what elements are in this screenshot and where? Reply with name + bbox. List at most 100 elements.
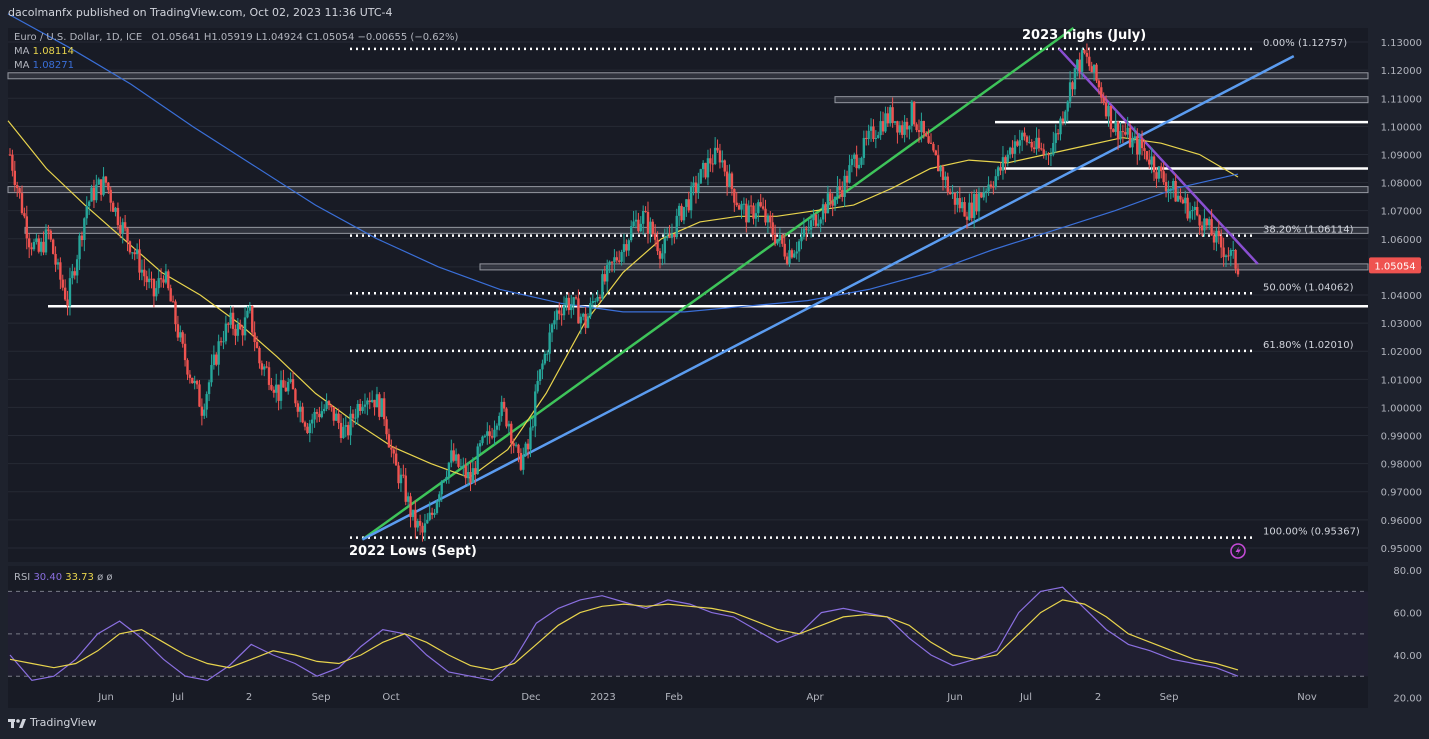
- time-tick-label: Jun: [97, 692, 114, 703]
- candle-body: [1116, 121, 1120, 140]
- candle-body: [481, 436, 484, 444]
- ohlc-values: O1.05641 H1.05919 L1.04924 C1.05054 −0.0…: [151, 32, 459, 43]
- candle-body: [1020, 132, 1024, 141]
- candle-body: [742, 203, 746, 205]
- legend-ma1[interactable]: MA 1.08114: [14, 46, 74, 57]
- candle-body: [694, 182, 698, 193]
- candle-body: [661, 253, 664, 259]
- candle-body: [802, 228, 806, 237]
- candle-body: [1085, 52, 1089, 57]
- candle-body: [265, 366, 268, 368]
- last-price-tag: [1369, 257, 1421, 274]
- last-price-label: 1.05054: [1374, 261, 1415, 272]
- candle-body: [152, 279, 156, 297]
- candle-body: [958, 198, 961, 209]
- candle-body: [766, 215, 770, 223]
- candle-body: [382, 398, 386, 420]
- candle-body: [363, 404, 367, 407]
- candle-body: [346, 425, 350, 436]
- candle-body: [1188, 211, 1192, 219]
- ma2-value: 1.08271: [32, 60, 75, 71]
- legend-rsi[interactable]: RSI 30.40 33.73 ø ø: [14, 572, 113, 583]
- candle-body: [910, 101, 914, 126]
- candle-body: [948, 191, 952, 195]
- candle-body: [320, 411, 323, 418]
- fib-level-label: 61.80% (1.02010): [1263, 340, 1354, 351]
- candle-body: [1174, 181, 1177, 202]
- candle-body: [862, 137, 866, 158]
- tradingview-footer[interactable]: TradingView: [8, 716, 96, 729]
- candle-body: [663, 238, 666, 254]
- candle-body: [512, 443, 515, 446]
- time-tick-label: 2: [246, 692, 252, 703]
- candle-body: [1181, 199, 1185, 204]
- candle-body: [114, 207, 117, 212]
- candle-body: [881, 121, 885, 132]
- legend-ma2[interactable]: MA 1.08271: [14, 60, 74, 71]
- candle-body: [817, 223, 820, 226]
- candle-body: [860, 157, 863, 165]
- candle-body: [872, 126, 875, 139]
- candle-body: [975, 194, 978, 212]
- candle-body: [469, 472, 472, 483]
- candle-body: [618, 260, 621, 262]
- candle-body: [406, 496, 410, 502]
- candle-body: [841, 190, 844, 197]
- candle-body: [687, 199, 690, 211]
- candle-body: [1056, 133, 1060, 135]
- candle-body: [1035, 137, 1038, 150]
- candle-body: [56, 262, 60, 265]
- candle-body: [1193, 206, 1197, 210]
- candle-body: [1215, 230, 1218, 243]
- candle-body: [73, 271, 76, 276]
- candle-body: [358, 403, 362, 411]
- candle-body: [198, 384, 201, 407]
- candle-body: [349, 413, 352, 436]
- candle-body: [1064, 111, 1067, 122]
- candle-body: [1205, 218, 1209, 226]
- rsi-tick-label: 60.00: [1393, 609, 1422, 620]
- rsi-series-line: [9, 599, 1239, 671]
- candle-body: [543, 353, 547, 364]
- candle-body: [236, 323, 240, 336]
- candle-body: [1138, 139, 1141, 155]
- candle-body: [795, 251, 798, 254]
- rsi-pane[interactable]: [8, 566, 1368, 708]
- candle-body: [239, 323, 242, 330]
- candle-body: [32, 241, 36, 250]
- candle-body: [71, 271, 74, 279]
- candle-body: [706, 158, 710, 178]
- candle-body: [507, 423, 511, 427]
- candle-body: [18, 188, 21, 194]
- candle-body: [546, 353, 549, 355]
- candle-body: [361, 406, 364, 411]
- candle-body: [183, 343, 187, 361]
- candle-body: [500, 401, 503, 416]
- candle-body: [814, 214, 818, 226]
- candle-body: [752, 205, 755, 219]
- candle-body: [176, 324, 180, 338]
- candle-body: [253, 332, 256, 343]
- candle-body: [980, 193, 983, 198]
- candle-body: [25, 216, 28, 239]
- candle-body: [138, 249, 141, 273]
- candle-body: [541, 363, 544, 370]
- candle-body: [15, 185, 19, 189]
- candle-body: [934, 150, 937, 156]
- candle-body: [757, 202, 760, 214]
- candle-body: [553, 320, 556, 325]
- symbol-name[interactable]: Euro / U.S. Dollar, 1D, ICE: [14, 32, 143, 43]
- candle-body: [992, 186, 995, 188]
- rsi-tick-label: 40.00: [1393, 651, 1422, 662]
- candle-body: [1198, 215, 1201, 226]
- candle-body: [857, 164, 861, 169]
- candle-body: [773, 234, 777, 244]
- candle-body: [47, 229, 50, 231]
- candle-body: [1059, 118, 1062, 135]
- candle-body: [879, 121, 882, 136]
- candle-body: [270, 384, 273, 390]
- candle-body: [953, 192, 957, 205]
- candle-body: [987, 184, 990, 192]
- candle-body: [733, 188, 736, 203]
